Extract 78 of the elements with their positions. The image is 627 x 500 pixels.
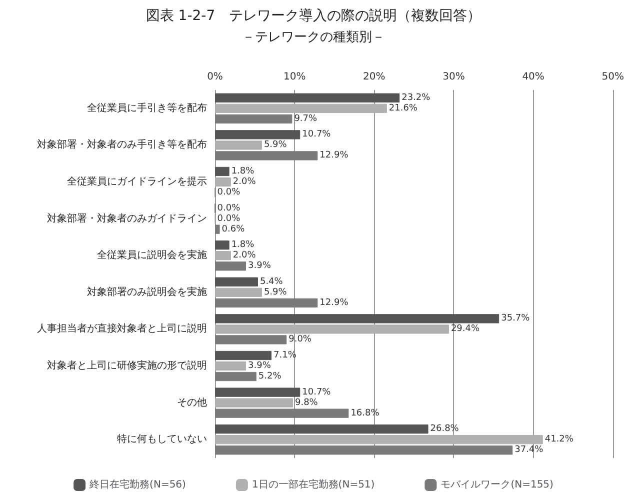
data-label: 7.1% (274, 350, 297, 360)
y-tick-label: 全従業員に手引き等を配布 (87, 102, 207, 114)
data-label: 5.9% (264, 140, 288, 150)
bar (215, 277, 258, 286)
bar (215, 398, 293, 408)
bar (215, 350, 272, 360)
bar (215, 151, 318, 160)
y-tick-label: 人事担当者が直接対象者と上司に説明 (37, 322, 207, 335)
data-label: 3.9% (248, 361, 272, 371)
data-label: 10.7% (302, 130, 332, 140)
bar (215, 93, 400, 102)
data-label: 16.8% (350, 408, 380, 418)
bar (215, 298, 318, 308)
chart-title: 図表 1-2-7 テレワーク導入の際の説明（複数回答） (146, 8, 482, 24)
bar (215, 424, 428, 434)
data-label: 5.4% (260, 276, 284, 287)
data-label: 9.8% (294, 398, 318, 408)
chart-subtitle: －テレワークの種類別－ (242, 30, 385, 45)
bar (215, 335, 287, 344)
x-tick-label: 30% (442, 72, 465, 82)
bar (215, 130, 300, 140)
data-label: 5.9% (264, 287, 288, 298)
data-label: 1.8% (231, 240, 255, 250)
y-tick-label: その他 (177, 396, 207, 408)
data-label: 12.9% (320, 150, 349, 161)
bar (215, 104, 387, 113)
x-tick-label: 10% (283, 72, 306, 82)
bar (215, 140, 262, 150)
y-tick-label: 対象者と上司に研修実施の形で説明 (47, 360, 207, 372)
bar (215, 114, 292, 124)
bar (215, 224, 220, 234)
bar (215, 177, 231, 187)
y-tick-label: 特に何もしていない (117, 433, 207, 446)
legend-label: モバイルワーク(N=155) (440, 480, 554, 490)
data-label: 2.0% (232, 177, 256, 187)
data-label: 29.4% (450, 324, 480, 334)
x-tick-label: 20% (363, 72, 386, 82)
x-tick-label: 50% (602, 72, 624, 82)
bar (215, 324, 449, 334)
y-tick-label: 全従業員にガイドラインを提示 (67, 176, 207, 188)
data-label: 26.8% (430, 424, 460, 434)
bar (215, 435, 543, 444)
data-label: 37.4% (514, 445, 544, 456)
data-label: 5.2% (258, 372, 282, 382)
y-tick-label: 対象部署・対象者のみガイドライン (47, 212, 207, 224)
bar (215, 166, 230, 176)
bar (215, 446, 513, 455)
data-label: 2.0% (232, 250, 256, 261)
data-label: 0.6% (222, 224, 246, 234)
bar (215, 388, 300, 397)
y-tick-label: 対象部署のみ説明会を実施 (87, 286, 207, 298)
legend-label: 1日の一部在宅勤務(N=51) (252, 478, 375, 490)
data-label: 41.2% (544, 434, 574, 445)
data-label: 35.7% (501, 314, 530, 324)
bar (215, 288, 262, 297)
bar (215, 314, 500, 324)
x-tick-label: 0% (207, 72, 223, 82)
data-label: 10.7% (302, 387, 332, 398)
data-label: 9.0% (288, 334, 312, 345)
bar (215, 262, 246, 271)
bar (215, 240, 230, 250)
data-label: 9.7% (294, 114, 318, 124)
data-label: 0.0% (217, 203, 241, 214)
data-label: 0.0% (217, 214, 241, 224)
y-tick-label: 全従業員に説明会を実施 (97, 249, 207, 262)
bar (215, 372, 256, 382)
data-label: 1.8% (231, 166, 255, 176)
data-label: 3.9% (248, 261, 272, 272)
bar (215, 361, 246, 371)
y-tick-label: 対象部署・対象者のみ手引き等を配布 (37, 138, 207, 151)
x-tick-label: 40% (522, 72, 544, 82)
data-label: 0.0% (217, 188, 241, 198)
bar (215, 408, 349, 418)
bar (215, 251, 231, 260)
data-label: 23.2% (402, 92, 431, 103)
data-label: 21.6% (388, 103, 418, 114)
legend-label: 終日在宅勤務(N=56) (88, 478, 186, 490)
data-label: 12.9% (320, 298, 349, 308)
